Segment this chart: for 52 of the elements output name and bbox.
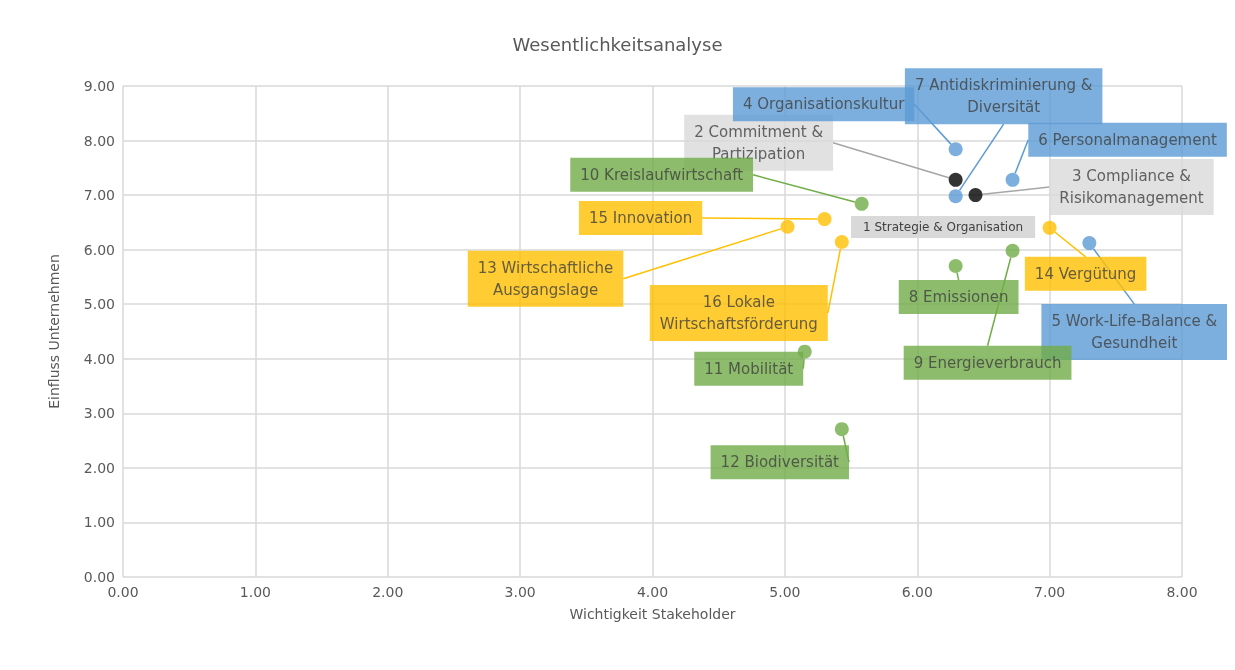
x-axis-title: Wichtigkeit Stakeholder <box>569 606 736 622</box>
x-tick-label: 5.00 <box>769 584 801 600</box>
x-tick-label: 4.00 <box>636 584 669 600</box>
x-tick-label: 0.00 <box>107 584 139 600</box>
point <box>780 219 795 234</box>
x-tick-label: 8.00 <box>1166 584 1198 600</box>
point <box>1042 220 1057 235</box>
point <box>948 172 963 187</box>
annotation: 4 Organisationskultur <box>742 95 906 114</box>
annotation: 1 Strategie & Organisation <box>863 220 1024 234</box>
annotation: 7 Antidiskriminierung & Diversität <box>914 76 1093 117</box>
y-tick-label: 3.00 <box>83 405 115 422</box>
x-tick-label: 6.00 <box>901 584 933 600</box>
point <box>948 189 963 204</box>
y-tick-label: 7.00 <box>83 187 115 204</box>
annotation: 2 Commitment & Partizipation <box>694 122 824 163</box>
y-axis-title: Einfluss Unternehmen <box>46 254 62 409</box>
point <box>834 422 849 437</box>
x-tick-label: 2.00 <box>372 584 404 600</box>
point <box>817 212 832 227</box>
annotation: 3 Compliance & Risikomanagement <box>1059 167 1204 208</box>
point <box>948 259 963 274</box>
annotation: 8 Emissionen <box>908 288 1009 307</box>
annotation: 9 Energieverbrauch <box>913 353 1062 372</box>
point <box>948 142 963 157</box>
y-tick-label: 5.00 <box>83 296 115 313</box>
y-tick-label: 8.00 <box>83 132 115 149</box>
y-tick-label: 4.00 <box>83 350 115 367</box>
chart-title: Wesentlichkeitsanalyse <box>512 33 723 55</box>
y-tick-label: 0.00 <box>83 569 115 585</box>
point <box>968 188 983 203</box>
point <box>1005 172 1020 187</box>
annotation: 12 Biodiversität <box>720 453 840 472</box>
point <box>834 235 849 250</box>
x-tick-label: 7.00 <box>1034 584 1066 600</box>
annotation: 16 Lokale Wirtschaftsförderung <box>659 293 818 334</box>
annotation: 6 Personalmanagement <box>1038 130 1217 149</box>
x-tick-label: 3.00 <box>504 584 536 600</box>
y-tick-label: 1.00 <box>83 514 115 531</box>
point <box>854 196 869 211</box>
point <box>1005 243 1020 258</box>
point <box>1082 236 1097 251</box>
annotation: 11 Mobilität <box>704 359 794 378</box>
y-tick-label: 9.00 <box>83 78 115 94</box>
y-tick-label: 6.00 <box>83 241 115 258</box>
y-tick-label: 2.00 <box>83 459 115 476</box>
annotation: 5 Work-Life-Balance & Gesundheit <box>1051 312 1218 353</box>
x-tick-label: 1.00 <box>239 584 271 600</box>
annotation: 10 Kreislaufwirtschaft <box>580 165 744 184</box>
annotation: 13 Wirtschaftliche Ausgangslage <box>477 258 614 299</box>
annotation: 15 Innovation <box>588 209 693 228</box>
annotation: 14 Vergütung <box>1034 264 1137 283</box>
